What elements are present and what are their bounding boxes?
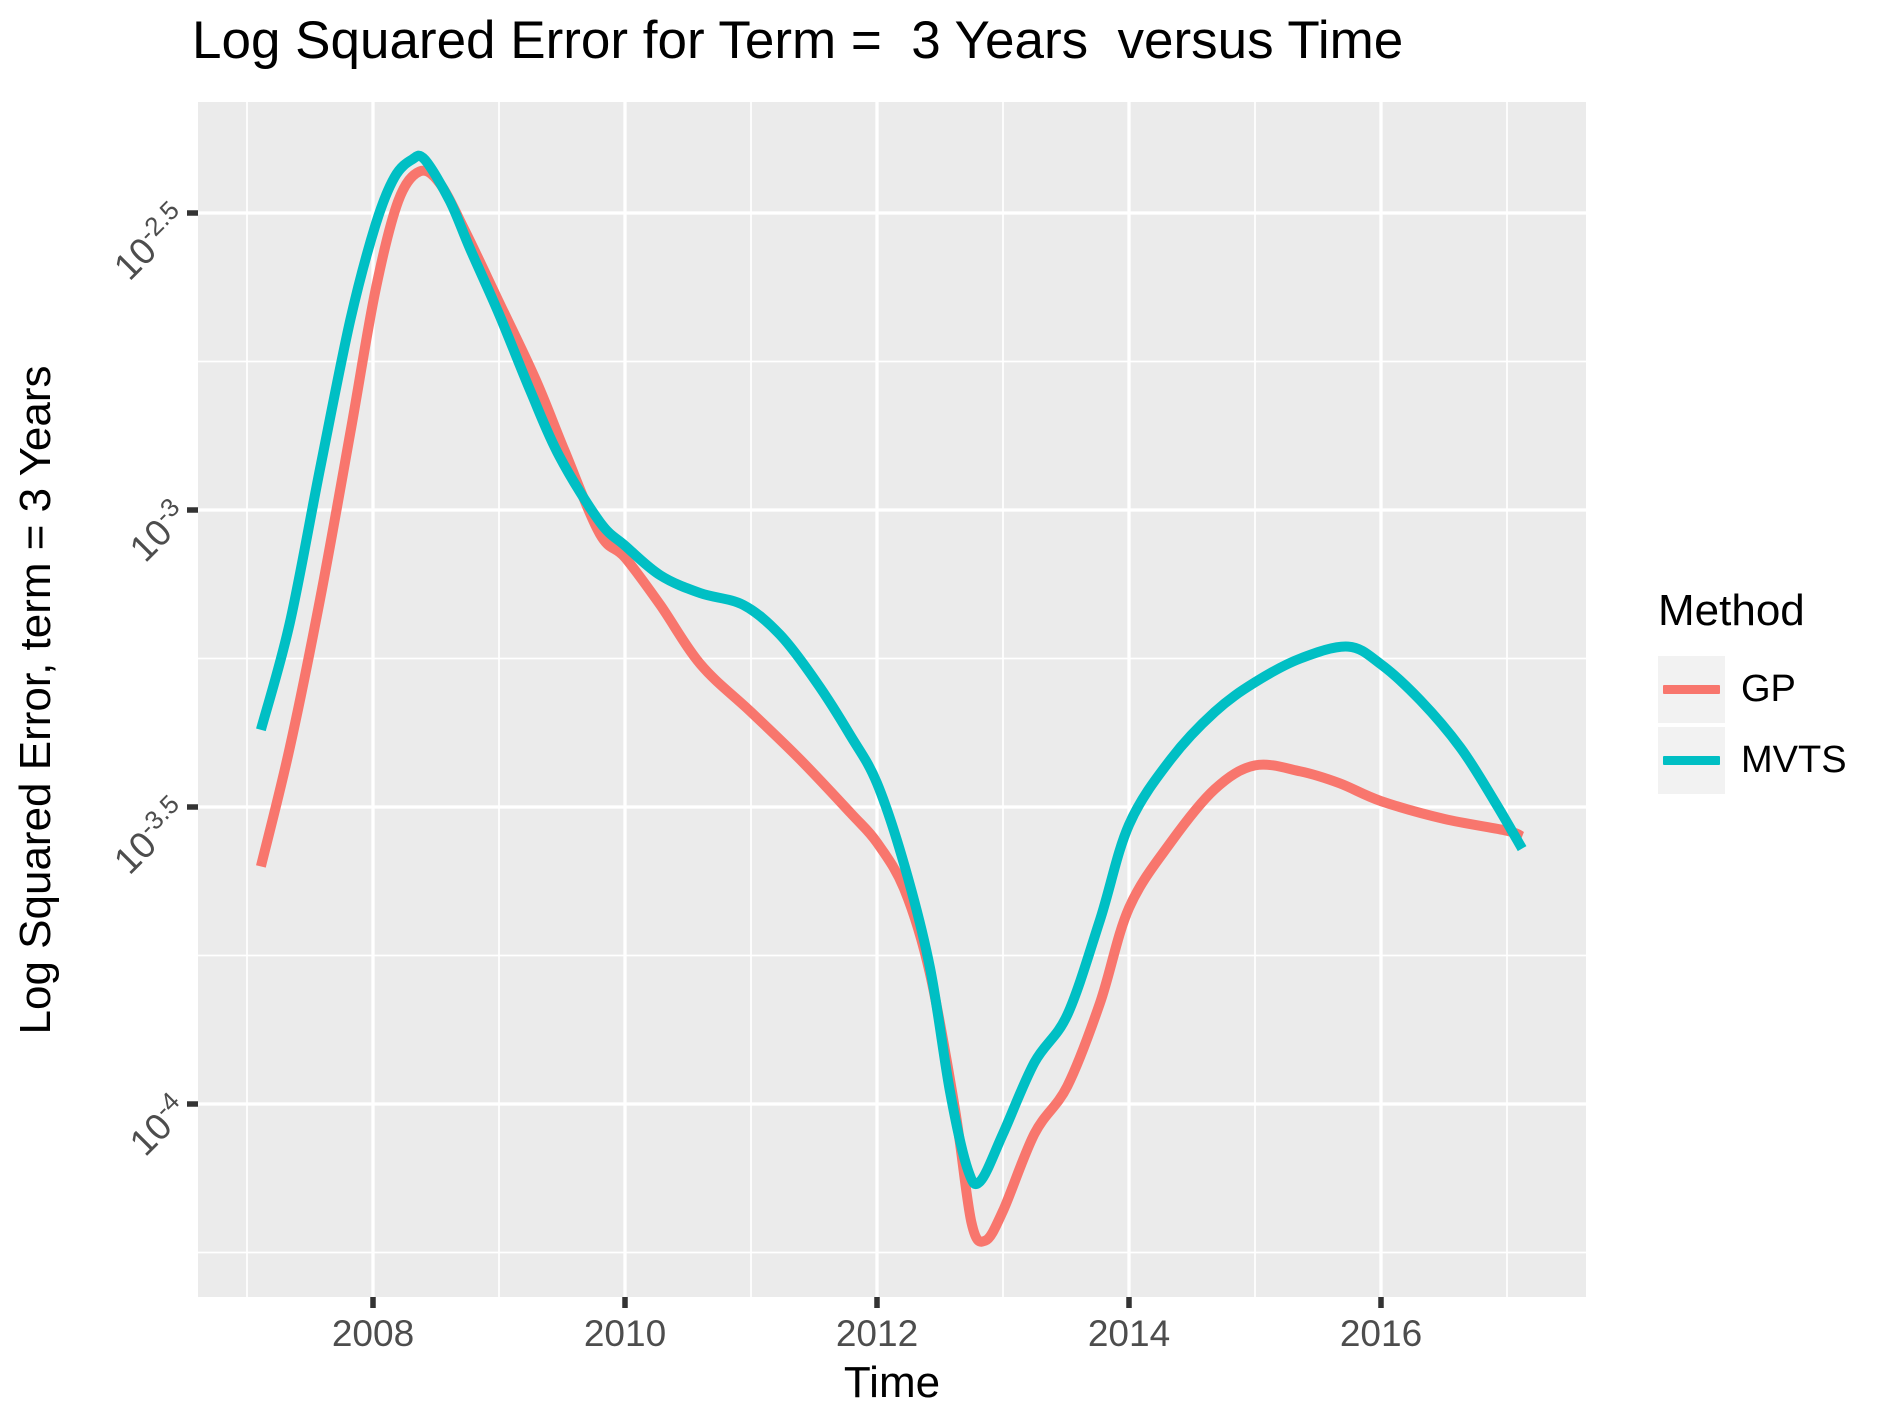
legend-item-mvts: MVTS [1658, 727, 1847, 794]
x-tick-label: 2014 [1087, 1313, 1171, 1354]
mvts-line-swatch [1663, 756, 1720, 765]
legend-label-gp: GP [1741, 668, 1796, 710]
plot-title: Log Squared Error for Term = 3 Years ver… [192, 11, 1404, 70]
legend-label-mvts: MVTS [1741, 739, 1847, 781]
x-tick-label: 2012 [835, 1313, 919, 1354]
x-tick-label: 2016 [1339, 1313, 1423, 1354]
legend-key-mvts [1658, 727, 1725, 794]
legend-key-gp [1658, 656, 1725, 723]
x-axis-title: Time [843, 1358, 941, 1407]
x-tick-label: 2010 [583, 1313, 667, 1354]
gp-line-swatch [1663, 685, 1720, 694]
legend-title: Method [1658, 586, 1805, 635]
plot-panel [198, 102, 1586, 1297]
legend: Method GP MVTS [1658, 586, 1847, 798]
series-line-gp [256, 165, 1525, 1247]
series-line-mvts [256, 150, 1527, 1189]
x-tick-label: 2008 [331, 1313, 415, 1354]
legend-item-gp: GP [1658, 656, 1847, 723]
y-axis-title: Log Squared Error, term = 3 Years [11, 365, 60, 1035]
